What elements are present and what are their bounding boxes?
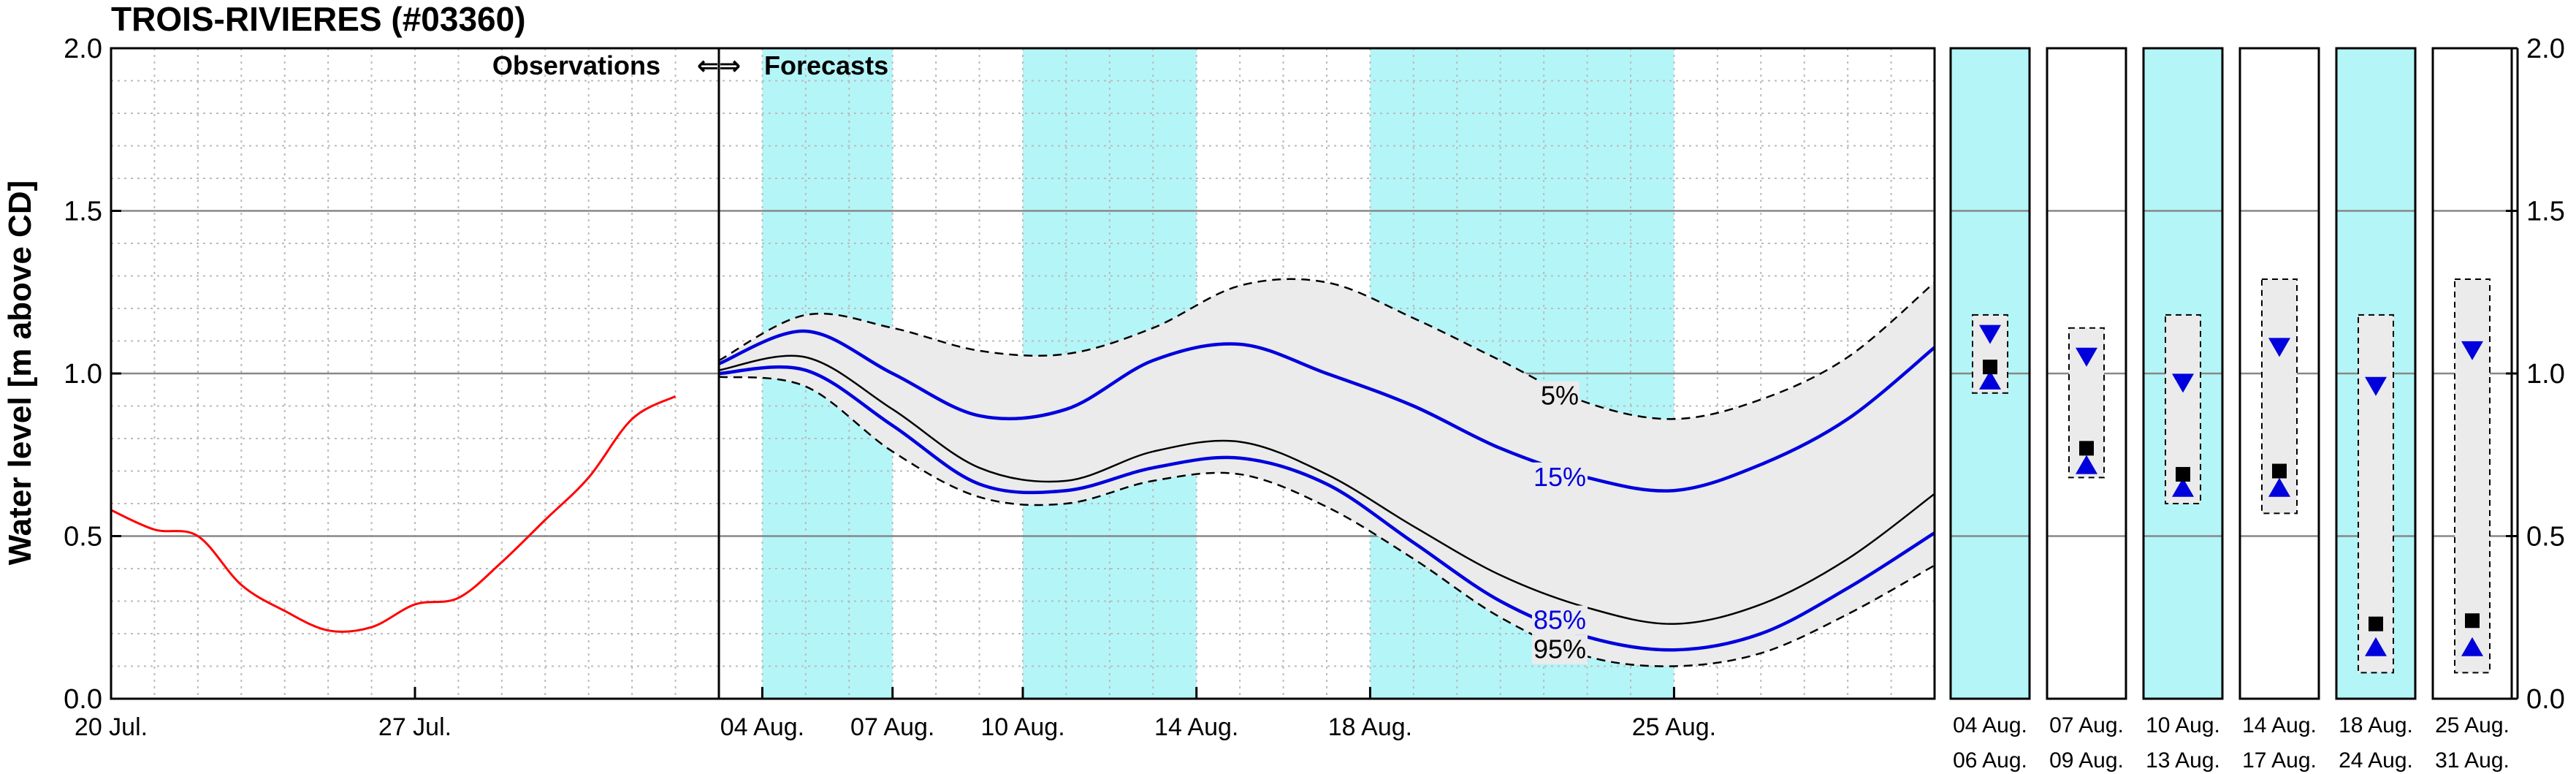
x-tick-label: 10 Aug.: [980, 713, 1064, 741]
percent-label-4: 95%: [1533, 634, 1586, 664]
window-frame: [1949, 47, 2031, 700]
window-15pct-marker: [1979, 325, 2001, 344]
x-tick-label: 20 Jul.: [75, 713, 148, 741]
percent-label-1: 15%: [1533, 462, 1586, 492]
right-tick-label: 1.0: [2526, 359, 2565, 390]
window-end-label: 09 Aug.: [2049, 748, 2124, 773]
window-15pct-marker: [2365, 376, 2387, 396]
right-tick-label: 0.0: [2526, 684, 2565, 715]
y-tick-label: 0.5: [64, 522, 102, 553]
x-tick-label: 25 Aug.: [1632, 713, 1716, 741]
main-plot-panel: Observations ⇐⇒ Forecasts 5% 15% 85%95% 0.0 0.5…: [64, 34, 1936, 741]
window-start-label: 04 Aug.: [1953, 713, 2027, 737]
window-median-marker: [2369, 616, 2383, 631]
x-tick-label: 18 Aug.: [1328, 713, 1412, 741]
y-tick-label: 0.0: [64, 684, 102, 715]
window-panel: 25 Aug. 31 Aug.: [2431, 47, 2513, 773]
right-y-axis: 0.0 0.5 1.0 1.5 2.0: [2506, 34, 2565, 715]
window-median-marker: [2079, 441, 2094, 456]
percent-label-bg: [1532, 462, 1588, 492]
window-85pct-marker: [2461, 637, 2483, 656]
window-15pct-marker: [2076, 347, 2097, 367]
percent-label-3: 85%: [1533, 605, 1586, 635]
forecast-series-line-3: [718, 365, 1936, 652]
window-85pct-marker: [2365, 637, 2387, 656]
window-end-label: 31 Aug.: [2435, 748, 2510, 773]
window-median-marker: [2176, 466, 2190, 482]
right-tick-label: 2.0: [2526, 34, 2565, 64]
window-panel: 18 Aug. 24 Aug.: [2335, 47, 2417, 773]
window-15pct-marker: [2461, 341, 2483, 360]
window-end-label: 17 Aug.: [2242, 748, 2317, 773]
x-tick-label: 27 Jul.: [378, 713, 451, 741]
y-tick-label: 2.0: [64, 34, 102, 64]
window-15pct-marker: [2268, 338, 2290, 357]
window-median-marker: [2272, 463, 2287, 479]
window-85pct-marker: [2076, 455, 2097, 474]
window-panel: 07 Aug. 09 Aug.: [2046, 47, 2127, 773]
window-frame: [2335, 47, 2417, 700]
forecast-band: [719, 278, 1935, 667]
y-axis-label: Water level [m above CD]: [2, 181, 38, 566]
percent-label-bg: [1540, 381, 1579, 411]
window-panel: 14 Aug. 17 Aug.: [2238, 47, 2320, 773]
window-end-label: 06 Aug.: [1953, 748, 2027, 773]
window-start-label: 14 Aug.: [2242, 713, 2317, 737]
percent-label-bg: [1532, 605, 1588, 635]
window-start-label: 10 Aug.: [2146, 713, 2220, 737]
forecast-series-line-4: [718, 376, 1935, 667]
window-frame: [2046, 47, 2127, 700]
forecast-series-line-0: [718, 278, 1935, 420]
right-tick-label: 0.5: [2526, 522, 2565, 553]
window-panels: 04 Aug. 06 Aug. 07 Aug. 09 Aug. 10 Aug. 13 Au…: [1949, 47, 2513, 773]
window-85pct-marker: [1979, 370, 2001, 390]
percent-label-0: 5%: [1541, 381, 1579, 411]
window-start-label: 07 Aug.: [2049, 713, 2124, 737]
x-tick-label: 07 Aug.: [850, 713, 934, 741]
y-tick-label: 1.0: [64, 359, 102, 390]
window-range-box: [2358, 314, 2394, 674]
section-arrows: ⇐⇒: [697, 50, 741, 80]
window-frame: [2238, 47, 2320, 700]
forecast-series-line-2: [718, 354, 1935, 625]
observations-label: Observations: [492, 50, 660, 80]
forecasts-label: Forecasts: [764, 50, 888, 80]
x-tick-label: 04 Aug.: [720, 713, 804, 741]
window-median-marker: [2465, 613, 2480, 629]
window-panel: 10 Aug. 13 Aug.: [2142, 47, 2224, 773]
window-85pct-marker: [2268, 477, 2290, 497]
window-frame: [2142, 47, 2224, 700]
window-end-label: 13 Aug.: [2146, 748, 2220, 773]
right-tick-label: 1.5: [2526, 197, 2565, 227]
window-panel: 04 Aug. 06 Aug.: [1949, 47, 2031, 773]
window-85pct-marker: [2172, 477, 2194, 497]
x-tick-label: 14 Aug.: [1154, 713, 1238, 741]
chart-title: TROIS-RIVIERES (#03360): [111, 0, 526, 38]
percent-label-bg: [1532, 634, 1588, 664]
window-start-label: 18 Aug.: [2339, 713, 2413, 737]
window-end-label: 24 Aug.: [2339, 748, 2413, 773]
forecast-series-line-1: [718, 329, 1936, 493]
y-tick-label: 1.5: [64, 197, 102, 227]
window-median-marker: [1983, 360, 1997, 375]
window-15pct-marker: [2172, 373, 2194, 393]
observed-line: [110, 395, 677, 633]
window-start-label: 25 Aug.: [2435, 713, 2510, 737]
